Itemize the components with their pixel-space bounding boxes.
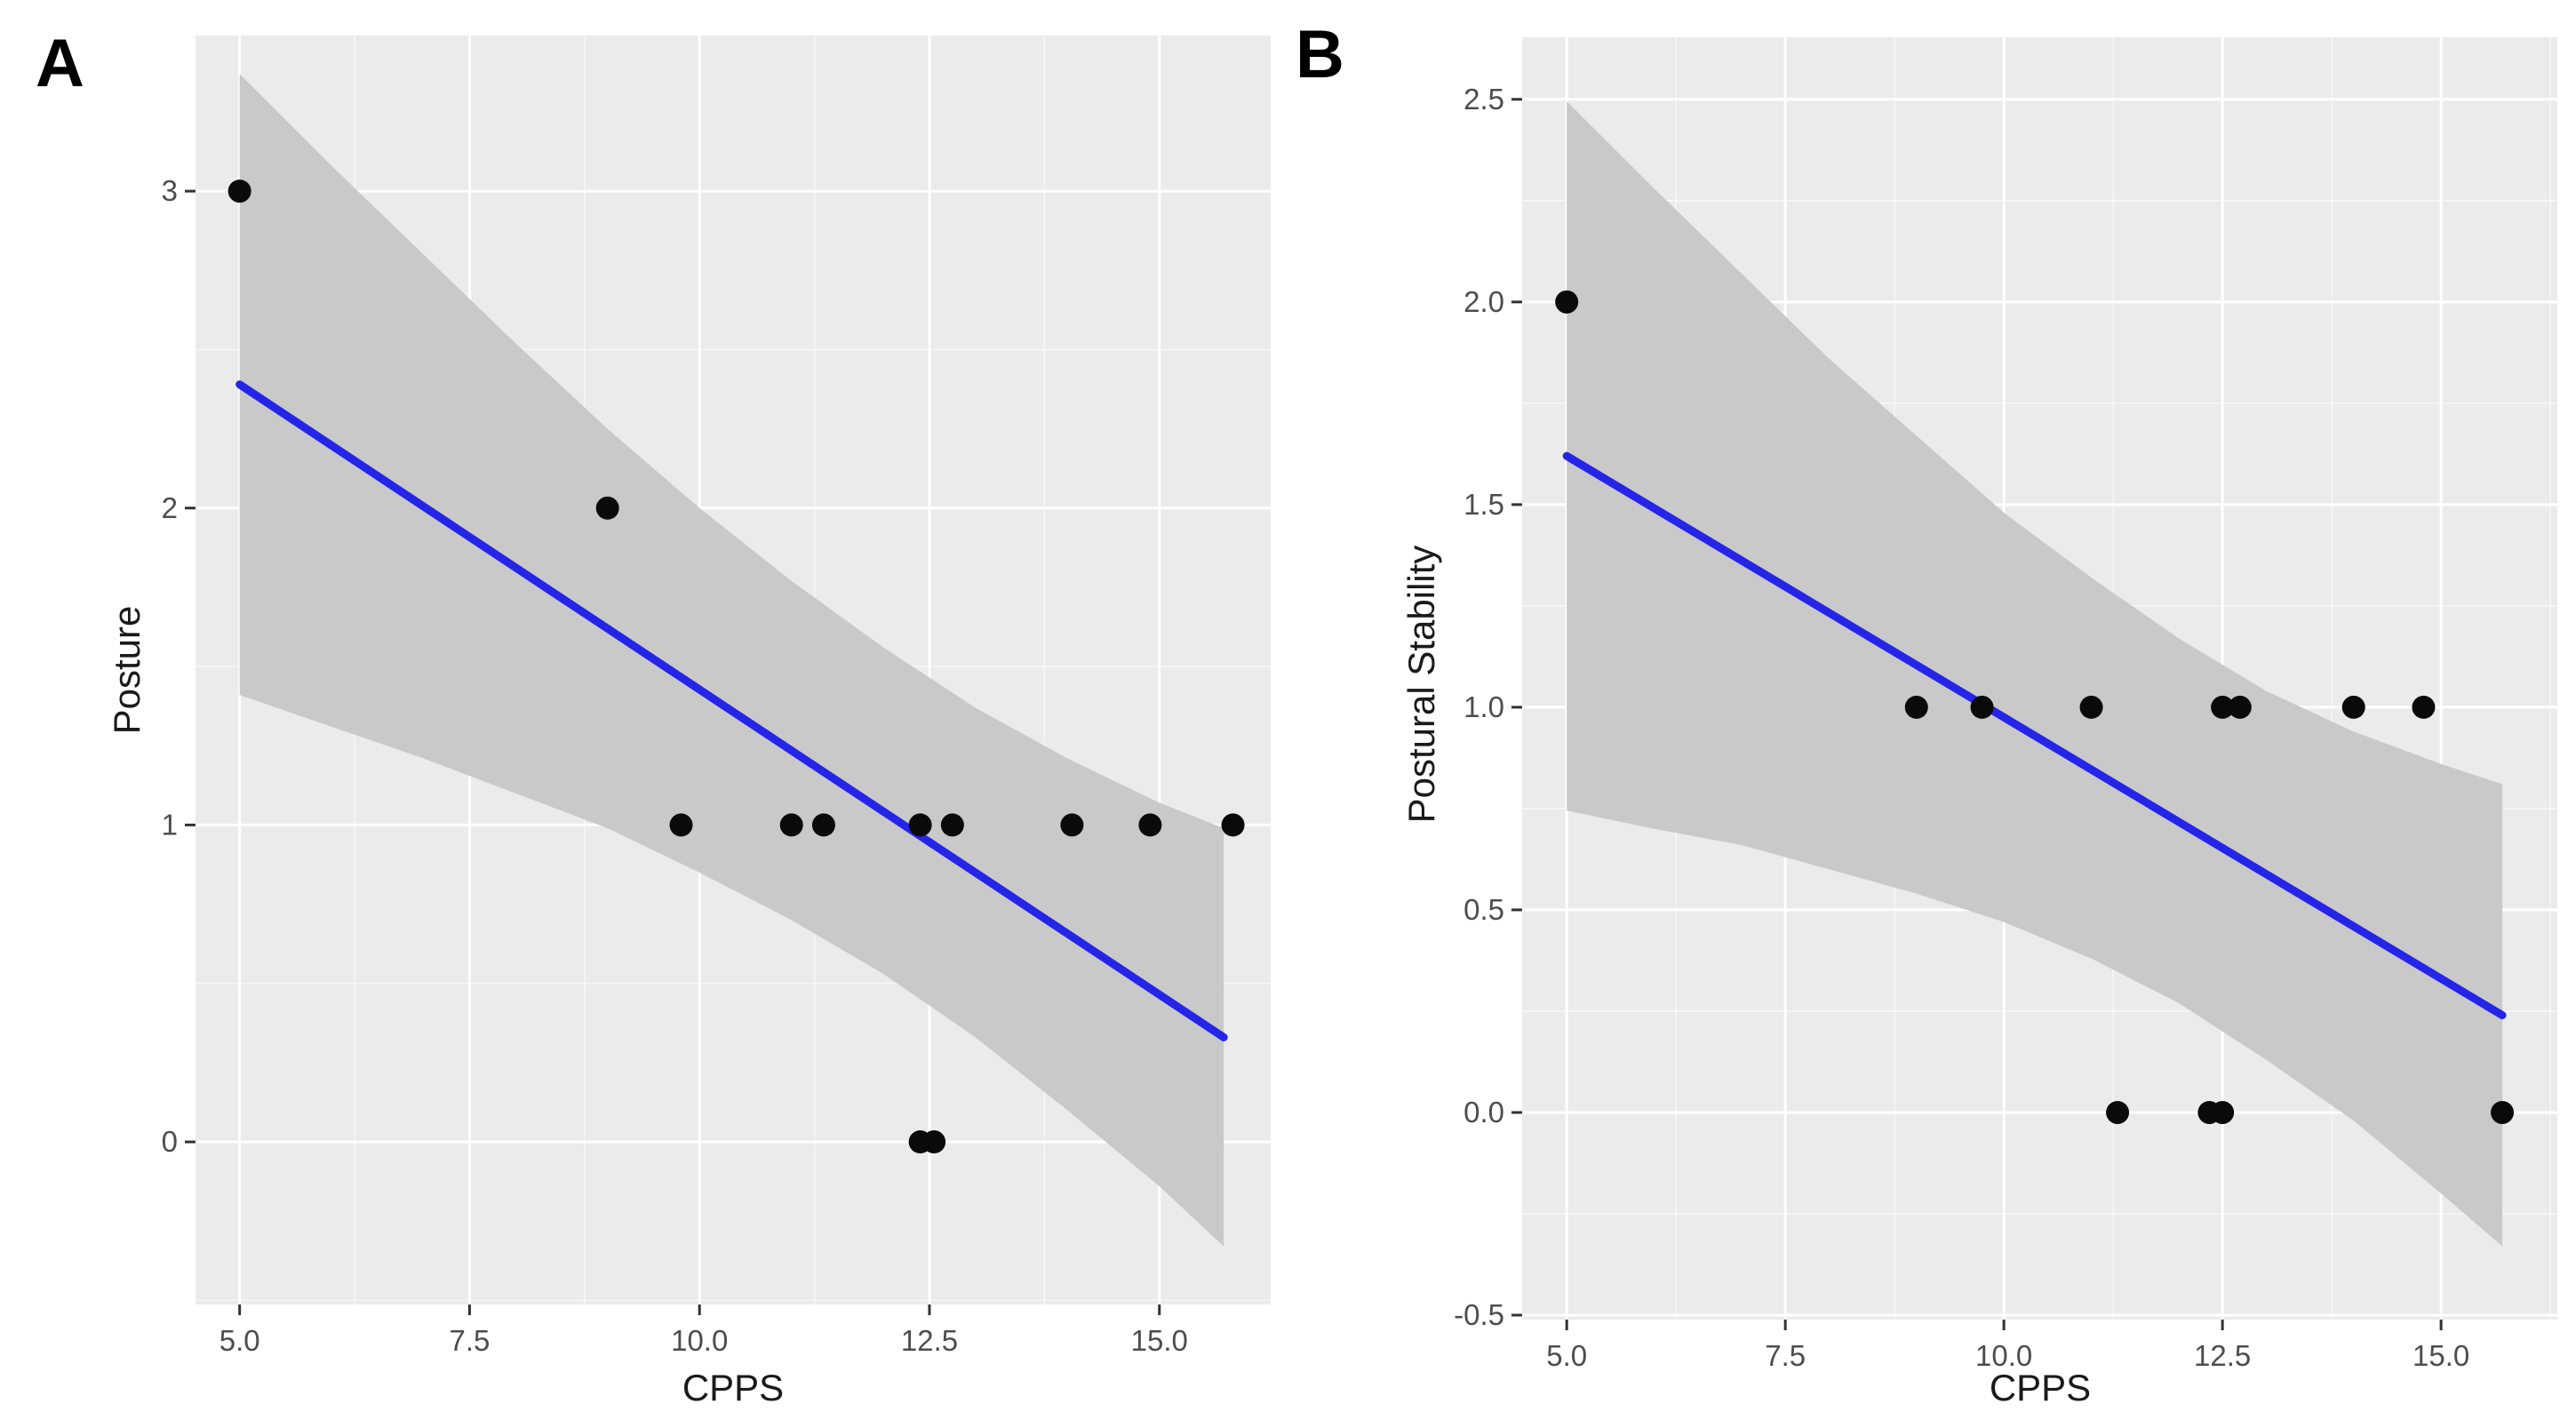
panel-b-data-point bbox=[2341, 695, 2365, 719]
panel-b-y-tick-label: 2.0 bbox=[1463, 285, 1504, 318]
panel-a-y-tick-label: 0 bbox=[162, 1125, 178, 1158]
panel-b-x-tick-label: 12.5 bbox=[2194, 1339, 2251, 1372]
panel-a-x-axis-title: CPPS bbox=[682, 1367, 785, 1408]
panel-a-data-point bbox=[1221, 813, 1245, 837]
panel-b-label: B bbox=[1296, 17, 1344, 92]
panel-b-x-tick-label: 15.0 bbox=[2413, 1339, 2469, 1372]
panel-a-data-point bbox=[1138, 813, 1162, 837]
panel-b-data-point bbox=[2211, 695, 2235, 719]
panel-b-data-point bbox=[2412, 695, 2436, 719]
panel-b-y-tick-label: 2.5 bbox=[1463, 83, 1504, 116]
panel-b-data-point bbox=[2491, 1100, 2515, 1124]
panel-a-regression-line bbox=[235, 380, 1228, 1041]
panel-a-x-tick-label: 7.5 bbox=[450, 1324, 490, 1357]
panel-a-y-tick-label: 3 bbox=[162, 174, 178, 207]
panel-b-data-point bbox=[1555, 290, 1579, 314]
panel-a-data-point bbox=[908, 813, 932, 837]
panel-b-regression-line bbox=[1562, 451, 2507, 1019]
panel-a-x-tick-label: 10.0 bbox=[671, 1324, 728, 1357]
panel-b-data-point bbox=[2079, 695, 2103, 719]
panel-b-x-tick-label: 10.0 bbox=[1975, 1339, 2032, 1372]
panel-a-x-tick-label: 5.0 bbox=[219, 1324, 260, 1357]
panel-b-x-tick-label: 5.0 bbox=[1546, 1339, 1587, 1372]
panel-a-data-point bbox=[922, 1130, 946, 1154]
panel-b-y-tick-label: 1.5 bbox=[1463, 488, 1504, 521]
panel-a-data-point bbox=[940, 813, 964, 837]
panel-a-data-point bbox=[669, 813, 693, 837]
panel-a-y-tick-label: 2 bbox=[162, 491, 178, 524]
panel-a-confidence-band bbox=[239, 74, 1224, 1247]
panel-b-x-axis-title: CPPS bbox=[1989, 1367, 2092, 1408]
panel-a-data-point bbox=[811, 813, 835, 837]
panel-b-y-tick-label: -0.5 bbox=[1454, 1298, 1504, 1331]
panel-a-y-axis-title: Posture bbox=[106, 605, 148, 735]
panel-a-x-tick-label: 12.5 bbox=[901, 1324, 958, 1357]
panel-b-data-point bbox=[1904, 695, 1928, 719]
panel-b-x-tick-label: 7.5 bbox=[1765, 1339, 1806, 1372]
panel-b-confidence-band bbox=[1567, 101, 2503, 1247]
panel-b-y-axis-title: Postural Stability bbox=[1400, 545, 1442, 824]
panel-b-y-tick-label: 0.5 bbox=[1463, 893, 1504, 926]
panel-a-y-tick-label: 1 bbox=[162, 808, 178, 841]
panel-b-data-point bbox=[2106, 1100, 2130, 1124]
panel-a-x-tick-label: 15.0 bbox=[1131, 1324, 1188, 1357]
panel-a-data-point bbox=[595, 496, 619, 520]
panel-a-data-point bbox=[227, 179, 251, 203]
panel-a-data-point bbox=[779, 813, 803, 837]
panel-b-data-point bbox=[1970, 695, 1994, 719]
panel-a-data-point bbox=[1060, 813, 1084, 837]
panel-b-y-tick-label: 0.0 bbox=[1463, 1096, 1504, 1129]
panel-a-label: A bbox=[36, 26, 84, 101]
panel-b-data-point bbox=[2211, 1100, 2235, 1124]
panel-a: 5.0 7.5 10.0 12.5 15.0 0 1 2 3 bbox=[162, 36, 1271, 1357]
panel-b: 5.0 7.5 10.0 12.5 15.0 -0.5 0.0 0.5 1.0 1.5 2.0 2.5 bbox=[1454, 37, 2557, 1372]
panel-b-data-point bbox=[2228, 695, 2252, 719]
panel-b-y-tick-label: 1.0 bbox=[1463, 690, 1504, 723]
